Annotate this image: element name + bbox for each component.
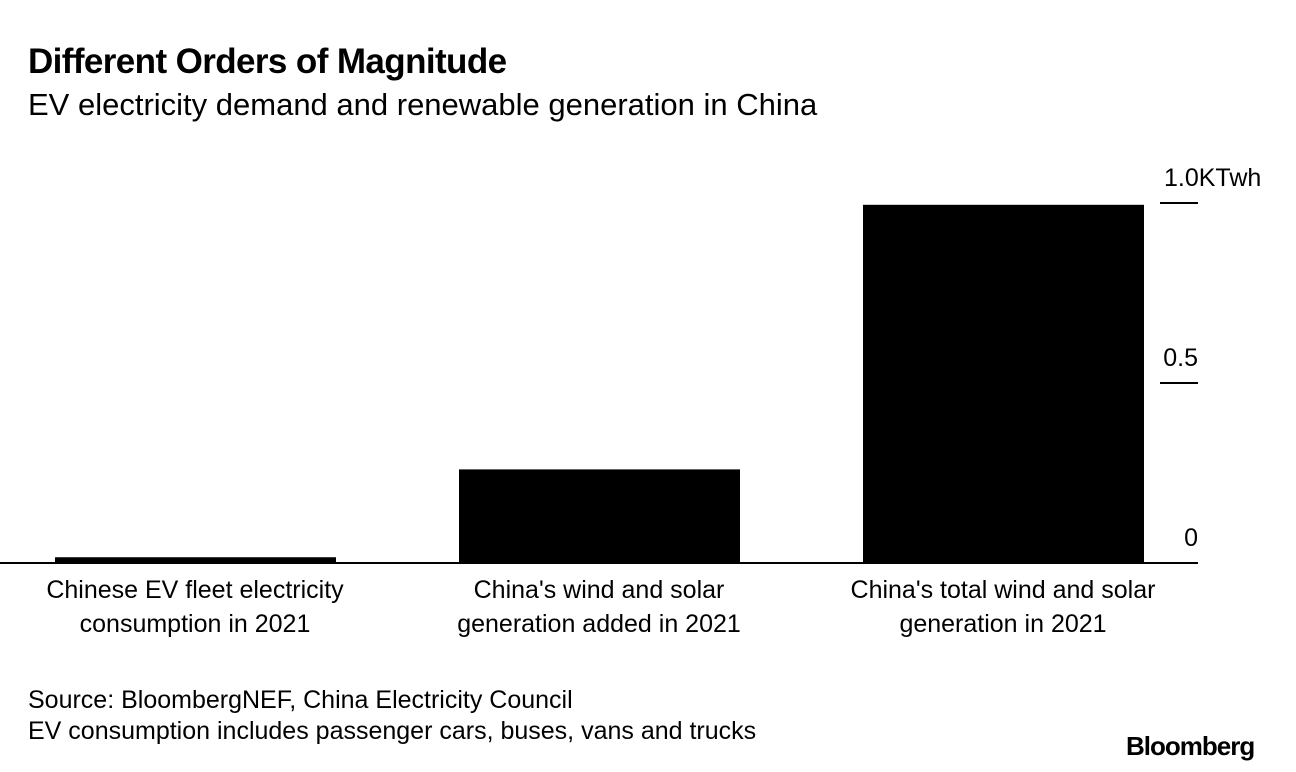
- bar-1: [55, 557, 336, 563]
- bar-3: [863, 204, 1144, 564]
- ev-consumption-note: EV consumption includes passenger cars, …: [28, 717, 757, 745]
- chart-subtitle: EV electricity demand and renewable gene…: [28, 87, 818, 122]
- bloomberg-logo: Bloomberg: [1126, 731, 1255, 761]
- category-label-total-2021: China's total wind and solar generation …: [850, 576, 1156, 638]
- y-tick-label-0: 0: [1184, 524, 1198, 552]
- category-label-added-2021: China's wind and solar generation added …: [457, 576, 741, 638]
- source-note: Source: BloombergNEF, China Electricity …: [28, 686, 573, 714]
- category-label-ev-fleet: Chinese EV fleet electricity consumption…: [46, 576, 344, 638]
- bar-2: [459, 469, 740, 563]
- y-tick-label-2: 1.0KTwh: [1164, 164, 1261, 192]
- chart-footer: Source: BloombergNEF, China Electricity …: [28, 685, 756, 747]
- y-tick-label-1: 0.5: [1163, 344, 1198, 372]
- chart-title: Different Orders of Magnitude: [28, 42, 507, 81]
